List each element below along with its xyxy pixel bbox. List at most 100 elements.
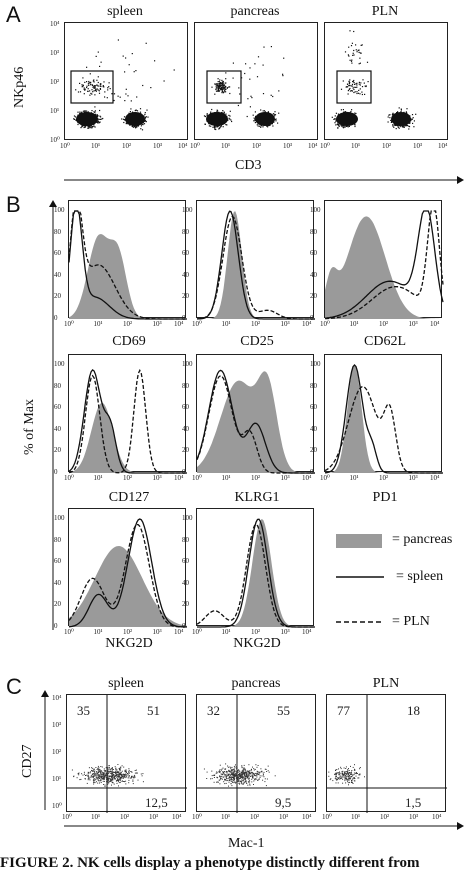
x-tick-label: 10²	[250, 813, 260, 821]
panel-c-plot-spleen: 35 51 12,5	[66, 694, 187, 813]
y-tick-label: 0	[310, 314, 314, 322]
x-tick-label: 10²	[252, 142, 262, 150]
x-tick-label: 10³	[413, 142, 423, 150]
marker-label-cd25: CD25	[240, 334, 274, 349]
y-tick-label: 0	[54, 622, 58, 630]
panel-c-title-pancreas: pancreas	[231, 676, 281, 691]
y-tick-label: 60	[54, 249, 61, 258]
pancreas-histogram	[69, 402, 187, 473]
panel-a-title-pancreas: pancreas	[230, 4, 280, 19]
x-tick-label: 10⁴	[174, 474, 184, 482]
nk-gate	[70, 70, 114, 104]
x-tick-label: 10³	[283, 142, 293, 150]
y-tick-label: 20	[54, 292, 61, 301]
panel-a-ylabel: NKp46	[12, 66, 27, 108]
spleen-histogram	[68, 518, 188, 628]
legend-line-spleen	[336, 576, 384, 578]
x-tick-label: 10¹	[221, 628, 231, 636]
y-tick-label: 100	[310, 360, 321, 368]
nk-gate	[206, 70, 242, 104]
panel-a-plot-pln	[324, 22, 448, 140]
x-tick-label: 10³	[280, 474, 290, 482]
x-tick-label: 10³	[280, 320, 290, 328]
quadrant-percent-ul: 32	[207, 703, 220, 718]
x-tick-label: 10⁴	[302, 474, 312, 482]
x-tick-label: 10²	[382, 142, 392, 150]
histogram-curves	[196, 369, 315, 474]
histogram-5	[196, 354, 315, 474]
x-tick-label: 10⁰	[190, 142, 200, 150]
y-tick-label: 100	[310, 206, 321, 214]
histogram-curves	[68, 368, 187, 474]
x-tick-label: 10³	[149, 813, 159, 821]
panel-a-scatter-pancreas	[203, 46, 285, 131]
x-tick-label: 10³	[408, 474, 418, 482]
y-tick-label: 20	[182, 600, 189, 609]
marker-label-cd127: CD127	[108, 490, 150, 505]
dense-population	[255, 112, 275, 126]
x-tick-label: 10¹	[221, 813, 231, 821]
x-tick-label: 10⁰	[62, 813, 72, 821]
y-tick-label: 60	[182, 557, 189, 566]
y-tick-label: 0	[310, 468, 314, 476]
panel-c-y-arrow	[41, 690, 49, 810]
panel-a-x-arrow	[64, 176, 464, 184]
histogram-6	[324, 354, 443, 474]
y-tick-label: 80	[182, 381, 189, 390]
pancreas-histogram	[325, 365, 443, 473]
y-tick-label: 10²	[50, 78, 60, 86]
x-tick-label: 10²	[380, 813, 390, 821]
pancreas-histogram	[325, 216, 443, 319]
pancreas-histogram	[69, 546, 187, 627]
panel-a-title-spleen: spleen	[107, 4, 143, 19]
y-tick-label: 10⁰	[52, 802, 62, 810]
quadrant-percent-ur: 51	[147, 703, 160, 718]
quadrant-percent-lr: 1,5	[405, 795, 422, 810]
x-tick-label: 10¹	[221, 474, 231, 482]
panel-a-xlabel: CD3	[235, 158, 262, 173]
panel-c-xlabel: Mac-1	[228, 836, 265, 851]
y-tick-label: 80	[310, 227, 317, 236]
x-tick-label: 10⁴	[172, 813, 182, 821]
x-tick-label: 10⁴	[430, 474, 440, 482]
figure-caption: FIGURE 2. NK cells display a phenotype d…	[0, 855, 420, 871]
y-tick-label: 60	[310, 249, 317, 258]
panel-c-ylabel: CD27	[20, 744, 35, 778]
panel-a-plot-pancreas	[194, 22, 318, 140]
y-tick-label: 40	[182, 270, 189, 279]
x-tick-label: 10⁰	[192, 474, 202, 482]
marker-label-cd69: CD69	[112, 334, 146, 349]
y-tick-label: 40	[310, 270, 317, 279]
panel-letter-b: B	[6, 192, 21, 217]
y-tick-label: 60	[182, 403, 189, 412]
y-tick-label: 10¹	[50, 107, 60, 115]
pancreas-histogram	[197, 211, 315, 319]
y-tick-label: 80	[54, 381, 61, 390]
quadrant-scatter	[327, 695, 447, 813]
y-tick-label: 100	[182, 514, 193, 522]
legend-swatch-pancreas	[336, 534, 382, 548]
y-tick-label: 60	[310, 403, 317, 412]
x-tick-label: 10⁴	[302, 813, 312, 821]
x-tick-label: 10¹	[221, 142, 231, 150]
x-tick-label: 10²	[123, 320, 133, 328]
quadrant-percent-ul: 77	[337, 703, 350, 718]
x-tick-label: 10⁴	[174, 628, 184, 636]
x-tick-label: 10¹	[93, 628, 103, 636]
x-tick-label: 10⁰	[320, 142, 330, 150]
marker-label-cd62l: CD62L	[364, 334, 406, 349]
marker-label-klrg1: KLRG1	[234, 490, 280, 505]
y-tick-label: 10⁴	[52, 694, 62, 702]
x-tick-label: 10¹	[351, 813, 361, 821]
x-tick-label: 10²	[123, 474, 133, 482]
y-tick-label: 10³	[52, 721, 62, 729]
panel-a-scatter-spleen	[70, 39, 175, 131]
histogram-3	[324, 200, 444, 320]
x-tick-label: 10³	[152, 320, 162, 328]
dense-population	[336, 112, 358, 126]
y-tick-label: 40	[54, 270, 61, 279]
x-tick-label: 10⁴	[432, 813, 442, 821]
panel-letter-c: C	[6, 674, 22, 699]
pln-histogram	[68, 523, 187, 628]
x-tick-label: 10¹	[91, 142, 101, 150]
